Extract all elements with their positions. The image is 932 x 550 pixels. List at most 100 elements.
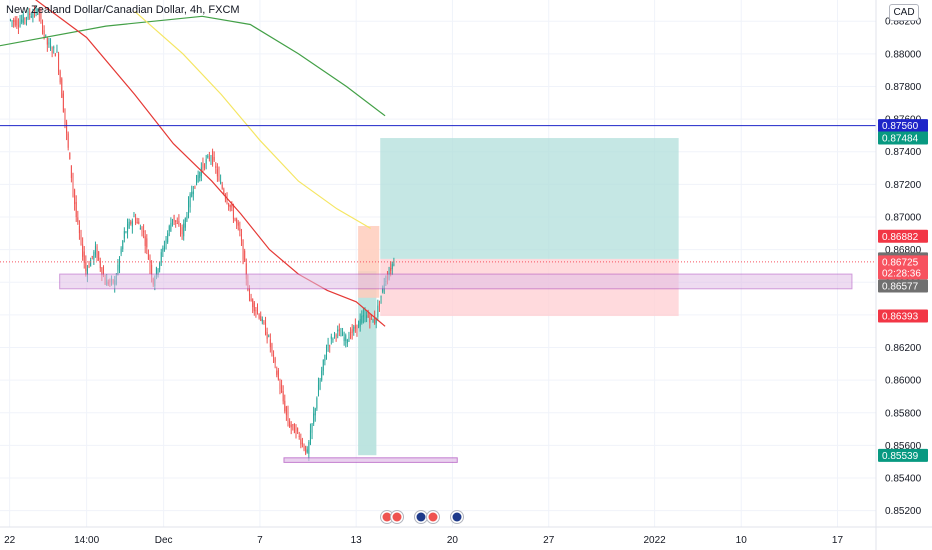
candle-body [22, 14, 24, 24]
candle-body [348, 336, 350, 342]
candle-body [74, 189, 76, 205]
candle-body [263, 321, 265, 324]
candle-body [380, 295, 382, 298]
candle-body [212, 150, 214, 165]
candle-body [62, 93, 64, 112]
candle-body [173, 214, 175, 222]
x-tick-label: 14:00 [74, 535, 99, 546]
candle-body [311, 423, 313, 433]
candle-body [221, 184, 223, 189]
candle-body [204, 164, 206, 169]
candle-body [366, 315, 368, 319]
candle-body [337, 329, 339, 332]
candle-body [300, 439, 302, 445]
candle-body [125, 231, 127, 233]
candle-body [313, 413, 315, 424]
y-tick-label: 0.85200 [885, 506, 922, 517]
y-tick-label: 0.88200 [885, 17, 922, 28]
candle-body [279, 383, 281, 390]
candle-body [213, 156, 215, 161]
candle-body [242, 239, 244, 260]
candle-body [139, 227, 141, 230]
candle-body [143, 231, 145, 233]
candle-body [208, 157, 210, 160]
candle-body [141, 226, 143, 235]
candle-body [78, 225, 80, 234]
candle-body [273, 354, 275, 356]
candle-body [24, 18, 26, 20]
candle-body [191, 191, 193, 197]
x-tick-label: 20 [447, 535, 459, 546]
candle-body [40, 13, 42, 20]
candle-body [367, 312, 369, 318]
candle-body [155, 267, 157, 277]
candle-body [75, 201, 77, 218]
candle-body [322, 359, 324, 371]
event-markers[interactable] [380, 510, 464, 524]
price-tag [878, 448, 928, 462]
candle-body [277, 370, 279, 380]
x-tick-label: 10 [736, 535, 748, 546]
candle-body [231, 204, 233, 208]
candle-body [305, 445, 307, 454]
candle-body [70, 165, 72, 178]
candle-body [372, 319, 374, 323]
candle-body [88, 265, 90, 267]
x-tick-label: 27 [543, 535, 555, 546]
candle-body [358, 321, 360, 329]
candle-body [316, 397, 318, 409]
candle-body [171, 218, 173, 224]
candle-body [183, 223, 185, 237]
candle-body [17, 25, 19, 27]
flag-icon [392, 512, 402, 522]
candle-body [319, 379, 321, 390]
candle-body [306, 449, 308, 453]
candle-body [342, 332, 344, 336]
candle-body [35, 8, 37, 14]
candle-body [144, 236, 146, 246]
x-tick-label: Dec [155, 535, 173, 546]
y-tick-label: 0.87400 [885, 147, 922, 158]
price-tag-label: 0.87484 [882, 134, 919, 145]
price-tags: 0.875600.874840.868820.867430.8672502:28… [878, 119, 928, 462]
candle-body [98, 251, 100, 260]
candle-body [128, 221, 130, 229]
candle-body [308, 442, 310, 454]
candle-body [324, 354, 326, 361]
currency-button[interactable]: CAD [889, 4, 919, 21]
candle-body [234, 218, 236, 221]
candle-body [321, 370, 323, 381]
candle-body [335, 335, 337, 337]
candle-body [69, 152, 71, 160]
y-tick-label: 0.86000 [885, 376, 922, 387]
candle-body [77, 217, 79, 222]
candle-body [298, 435, 300, 437]
candle-body [268, 335, 270, 337]
candle-body [244, 250, 246, 262]
candle-body [96, 246, 98, 258]
candle-body [176, 223, 178, 225]
candle-body [257, 308, 259, 313]
candle-body [30, 16, 32, 18]
candle-body [346, 339, 348, 344]
candle-body [353, 326, 355, 332]
candle-body [375, 317, 377, 324]
candle-body [338, 329, 340, 331]
candle-body [248, 291, 250, 296]
y-tick-label: 0.87200 [885, 180, 922, 191]
candle-body [334, 332, 336, 334]
candle-body [184, 218, 186, 228]
y-tick-label: 0.86200 [885, 343, 922, 354]
candle-body [325, 349, 327, 359]
moving-average-line [134, 10, 371, 229]
price-tag [878, 309, 928, 323]
candle-body [163, 246, 165, 250]
candle-body [390, 267, 392, 271]
candle-body [330, 336, 332, 339]
candle-body [218, 171, 220, 178]
candle-body [29, 13, 31, 16]
candle-body [53, 47, 55, 49]
price-tag-label: 0.86577 [882, 282, 919, 293]
candle-body [228, 203, 230, 207]
